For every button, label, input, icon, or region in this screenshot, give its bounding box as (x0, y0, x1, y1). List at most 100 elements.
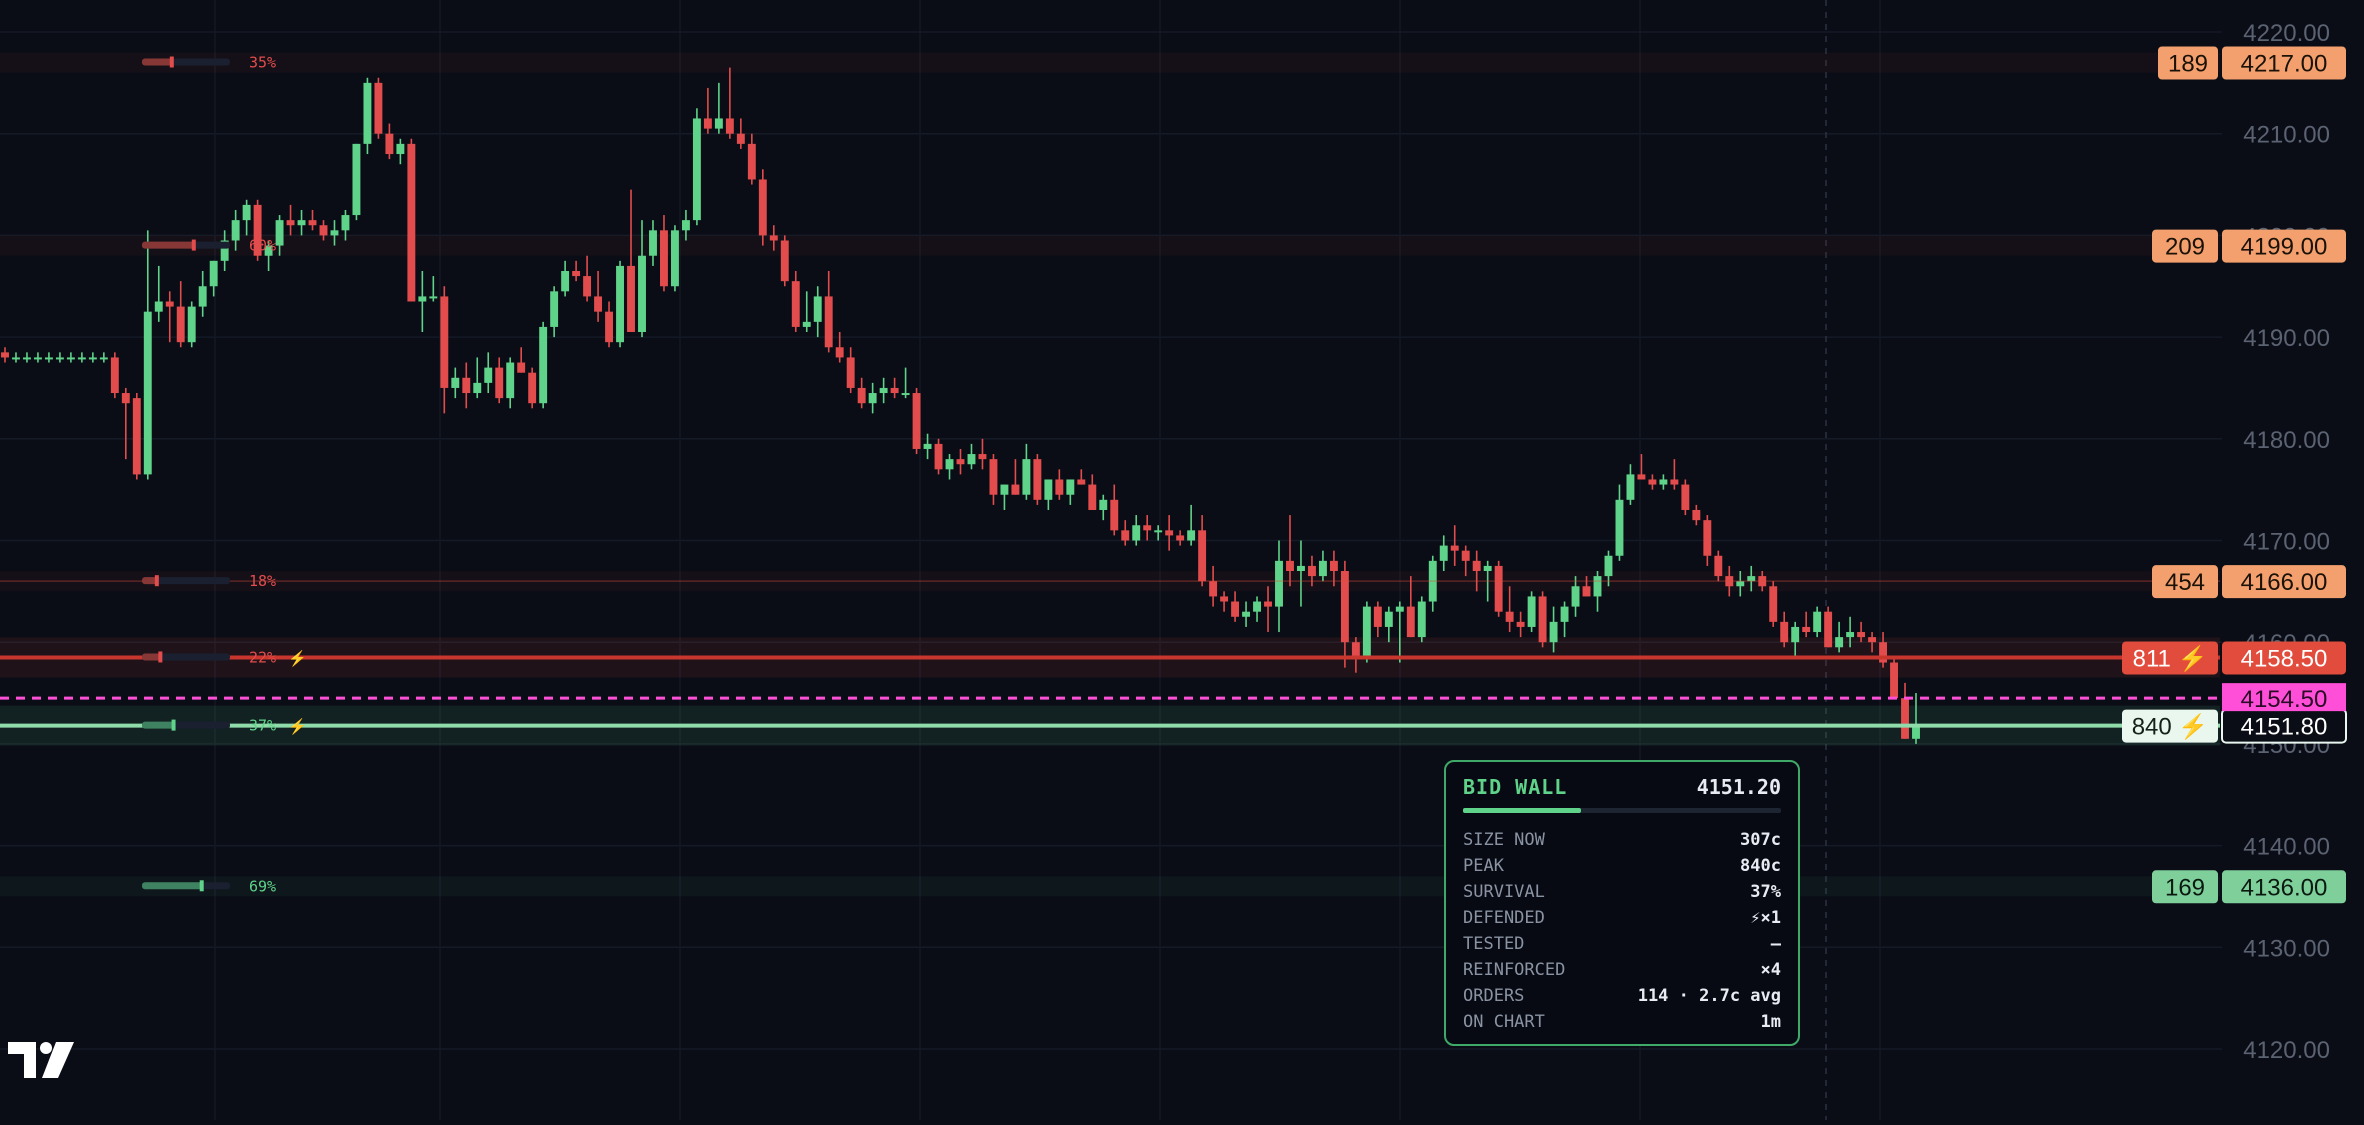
candle[interactable] (1439, 535, 1448, 572)
candle[interactable] (1670, 459, 1679, 490)
candle[interactable] (670, 225, 679, 292)
candle[interactable] (132, 393, 141, 480)
candle[interactable] (1461, 545, 1470, 577)
candle[interactable] (319, 220, 328, 241)
candle[interactable] (1758, 571, 1767, 592)
candle[interactable] (1813, 606, 1822, 638)
survival-indicator-ask-4158[interactable]: 22% ⚡ (142, 648, 307, 667)
candle[interactable] (1209, 565, 1218, 607)
candle[interactable] (1560, 601, 1569, 638)
candle[interactable] (1505, 586, 1514, 633)
candle[interactable] (1472, 550, 1481, 592)
candle[interactable] (1187, 504, 1196, 546)
candle[interactable] (1615, 484, 1624, 561)
candle[interactable] (747, 133, 756, 185)
candle[interactable] (418, 270, 427, 333)
candle[interactable] (1066, 479, 1075, 505)
candle[interactable] (374, 77, 383, 139)
level-tag-ask-4199[interactable]: 209 4199.00 (2152, 229, 2346, 263)
candle[interactable] (780, 235, 789, 287)
candle[interactable] (890, 377, 899, 399)
candle[interactable] (1890, 657, 1898, 699)
candle[interactable] (297, 209, 306, 236)
candle[interactable] (440, 286, 449, 414)
candle[interactable] (638, 220, 646, 338)
candle[interactable] (879, 377, 888, 404)
candle[interactable] (473, 357, 482, 399)
candle[interactable] (363, 77, 372, 155)
candle[interactable] (1077, 469, 1086, 485)
candle[interactable] (385, 123, 394, 160)
candle[interactable] (1011, 459, 1020, 495)
candle[interactable] (1198, 515, 1207, 587)
candle[interactable] (857, 377, 866, 409)
candle[interactable] (44, 352, 53, 363)
candle[interactable] (528, 367, 537, 409)
candle[interactable] (341, 209, 350, 241)
candle[interactable] (451, 367, 460, 399)
candle[interactable] (1384, 606, 1393, 643)
candle[interactable] (824, 270, 833, 353)
candle[interactable] (692, 108, 701, 226)
candle[interactable] (154, 265, 163, 322)
candle[interactable] (1802, 611, 1811, 638)
candle[interactable] (1791, 621, 1800, 658)
candle[interactable] (901, 367, 910, 399)
candle[interactable] (506, 357, 515, 409)
level-tag-bid-4151[interactable]: 840 ⚡ 4151.80 (2122, 708, 2347, 744)
candle[interactable] (12, 352, 20, 363)
survival-indicator-ask-4217[interactable]: 35% (142, 54, 276, 72)
candle[interactable] (539, 321, 548, 409)
candle[interactable] (1307, 555, 1316, 587)
candle[interactable] (1516, 611, 1525, 638)
candle[interactable] (1571, 576, 1580, 617)
candle[interactable] (176, 281, 185, 348)
candle[interactable] (945, 454, 954, 480)
candle[interactable] (55, 352, 64, 363)
candle[interactable] (1000, 484, 1009, 510)
candle[interactable] (484, 352, 493, 394)
candle[interactable] (1428, 555, 1437, 612)
candle[interactable] (1340, 560, 1349, 668)
survival-indicator-ask-4199[interactable]: 60% (142, 237, 276, 255)
candle[interactable] (1242, 601, 1251, 627)
candle[interactable] (1736, 571, 1745, 597)
candle[interactable] (517, 347, 526, 373)
candle[interactable] (1780, 611, 1789, 648)
candle[interactable] (1220, 591, 1229, 612)
candle[interactable] (1604, 550, 1613, 587)
candle[interactable] (1055, 469, 1064, 500)
candle[interactable] (1176, 530, 1185, 546)
candle[interactable] (1681, 479, 1690, 516)
candle[interactable] (934, 438, 943, 475)
candle[interactable] (703, 87, 712, 134)
candle[interactable] (956, 448, 965, 475)
candle[interactable] (1868, 632, 1877, 653)
candle[interactable] (1406, 576, 1415, 638)
candle[interactable] (1318, 550, 1327, 582)
candle[interactable] (1231, 591, 1240, 622)
candle[interactable] (1835, 621, 1844, 653)
level-tag-ask-4158[interactable]: 811 ⚡ 4158.50 (2122, 641, 2346, 675)
candle[interactable] (1373, 601, 1382, 638)
candle[interactable] (275, 215, 284, 256)
candle[interactable] (1659, 474, 1668, 490)
candle[interactable] (495, 357, 504, 404)
candle[interactable] (616, 260, 624, 348)
survival-indicator-bid-4151[interactable]: 37% ⚡ (142, 717, 307, 736)
tradingview-logo-icon[interactable] (6, 1040, 76, 1085)
candle[interactable] (1626, 464, 1635, 505)
candle[interactable] (264, 240, 273, 271)
candle[interactable] (1044, 479, 1053, 510)
candle[interactable] (1351, 637, 1360, 673)
candle[interactable] (649, 220, 657, 266)
candle[interactable] (330, 220, 339, 246)
survival-indicator-ask-4166[interactable]: 18% (142, 572, 276, 590)
candle[interactable] (1593, 571, 1602, 612)
candle[interactable] (1132, 515, 1141, 546)
candle[interactable] (813, 286, 822, 338)
candle[interactable] (66, 352, 75, 363)
candle[interactable] (1538, 591, 1547, 648)
